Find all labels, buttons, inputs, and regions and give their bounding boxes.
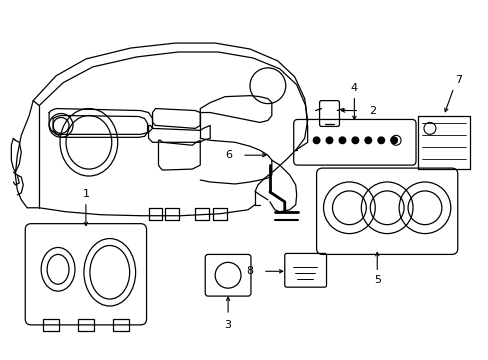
Circle shape [338, 136, 346, 144]
Circle shape [376, 136, 385, 144]
Text: 1: 1 [82, 189, 89, 199]
Text: 4: 4 [350, 83, 357, 93]
Circle shape [325, 136, 333, 144]
Text: 3: 3 [224, 320, 231, 330]
Text: 2: 2 [368, 105, 376, 116]
Text: 7: 7 [454, 75, 461, 85]
Circle shape [389, 136, 397, 144]
Circle shape [351, 136, 359, 144]
Text: 8: 8 [245, 266, 252, 276]
Circle shape [364, 136, 371, 144]
Circle shape [312, 136, 320, 144]
Text: 5: 5 [373, 275, 380, 285]
Text: 6: 6 [224, 150, 232, 160]
